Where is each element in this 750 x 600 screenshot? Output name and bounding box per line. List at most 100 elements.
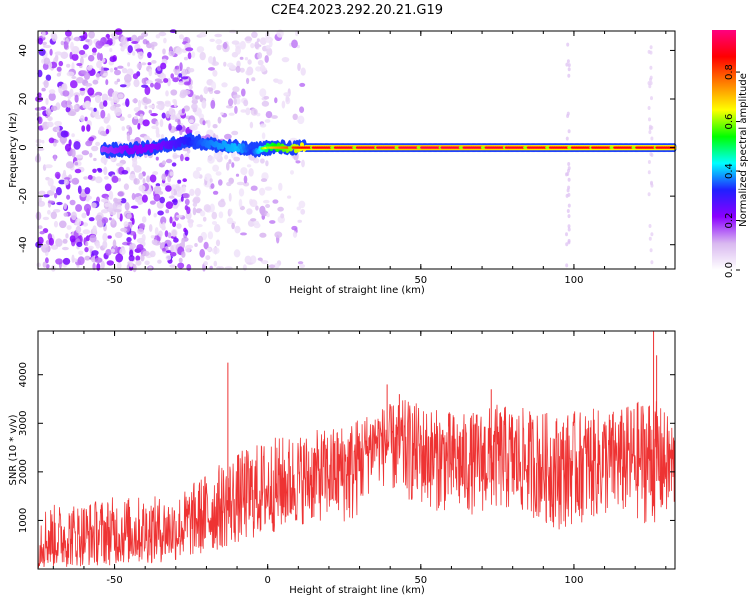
spectrogram-noise-cell: [160, 216, 167, 225]
spectrogram-noise-cell: [177, 119, 181, 126]
spectrogram-noise-cell: [209, 203, 215, 213]
spectrogram-noise-cell: [101, 209, 107, 214]
spectrogram-noise-cell: [177, 262, 185, 269]
spectrogram-noise-cell: [220, 112, 224, 116]
spectrogram-noise-cell: [84, 82, 93, 87]
spectrogram-noise-cell: [138, 223, 146, 229]
spectrogram-noise-cell: [214, 90, 221, 95]
snr-x-axis-label: Height of straight line (km): [289, 585, 425, 596]
spectrogram-noise-cell: [150, 82, 154, 88]
spectrogram-noise-cell: [66, 63, 71, 68]
spectrogram-noise-cell: [38, 37, 43, 45]
spectrogram-noise-cell: [649, 77, 652, 82]
spectrogram-noise-cell: [51, 32, 58, 42]
spectrogram-noise-cell: [141, 234, 146, 242]
spectrogram-noise-cell: [45, 108, 52, 116]
spectrogram-noise-cell: [196, 224, 203, 228]
spectrogram-noise-cell: [119, 116, 125, 121]
spectrogram-noise-cell: [208, 67, 215, 71]
spectrogram-noise-cell: [102, 72, 109, 77]
spectrogram-noise-cell: [650, 96, 653, 101]
spectrogram-noise-cell: [192, 207, 197, 216]
spectrogram-noise-cell: [69, 88, 74, 98]
spectrogram-noise-cell: [119, 247, 126, 256]
spectrogram-noise-cell: [226, 162, 230, 171]
colorbar-tick-label: 0.8: [724, 64, 735, 80]
spectrogram-noise-cell: [38, 196, 42, 203]
spectrogram-noise-cell: [111, 175, 119, 183]
spectrogram-noise-cell: [81, 125, 86, 132]
spectrogram-noise-cell: [63, 212, 69, 217]
snr-y-axis-label: SNR (10 * v/v): [8, 414, 19, 485]
spectrogram-noise-cell: [242, 264, 247, 271]
spectrogram-noise-cell: [228, 98, 234, 107]
spectrogram-noise-cell: [95, 73, 101, 78]
spectrogram-noise-cell: [56, 66, 62, 72]
spectrogram-noise-cell: [261, 260, 269, 265]
spectrogram-noise-cell: [191, 103, 198, 110]
spectrogram-noise-cell: [186, 264, 192, 271]
spectrogram-noise-cell: [53, 220, 59, 228]
spectrogram-noise-cell: [88, 30, 95, 39]
spectrogram-noise-cell: [108, 190, 114, 200]
spectrogram-noise-cell: [76, 77, 84, 84]
spectrogram-noise-cell: [171, 162, 177, 167]
spectrogram-noise-cell: [183, 56, 189, 61]
spectrogram-noise-cell: [565, 263, 569, 268]
spectrogram-noise-cell: [217, 116, 222, 124]
spectrogram-noise-cell: [285, 95, 290, 102]
spectrogram-noise-cell: [250, 43, 255, 49]
spectrogram-noise-cell: [256, 38, 260, 43]
spectrogram-noise-cell: [141, 216, 147, 223]
spectrogram-noise-cell: [36, 262, 41, 268]
spectrogram-noise-cell: [123, 183, 129, 190]
spectrogram-noise-cell: [199, 210, 206, 217]
spectrogram-noise-cell: [295, 160, 301, 164]
spectrogram-noise-cell: [94, 115, 102, 120]
spectrogram-noise-cell: [260, 158, 265, 164]
spectrogram-noise-cell: [102, 240, 108, 249]
spectrogram-noise-cell: [43, 44, 52, 49]
spectrogram-noise-cell: [239, 67, 245, 73]
spectrogram-noise-cell: [117, 191, 124, 197]
spectrogram-noise-cell: [159, 196, 165, 204]
spectrogram-noise-cell: [83, 203, 92, 213]
spectrogram-noise-cell: [151, 60, 157, 64]
spectrogram-noise-cell: [203, 261, 208, 266]
spectrogram-noise-cell: [253, 220, 260, 225]
spectrogram-noise-cell: [92, 79, 99, 85]
spectrogram-noise-cell: [205, 255, 211, 261]
spectrogram-noise-cell: [66, 99, 71, 108]
spectrogram-noise-cell: [170, 73, 174, 79]
spectrogram-noise-cell: [296, 206, 302, 211]
spectrogram-noise-cell: [218, 179, 223, 186]
spectrogram-noise-cell: [149, 250, 156, 258]
spectrogram-noise-cell: [111, 218, 115, 225]
spectrogram-noise-cell: [54, 120, 62, 127]
spectrogram-noise-cell: [104, 183, 112, 192]
spectrogram-noise-cell: [172, 99, 177, 104]
spectrogram-noise-cell: [271, 115, 278, 119]
spectrogram-noise-cell: [161, 112, 166, 119]
spectrogram-noise-cell: [41, 139, 45, 144]
spectrogram-noise-cell: [179, 34, 184, 40]
spectrogram-noise-cell: [240, 109, 247, 113]
spectrogram-noise-cell: [196, 46, 205, 53]
spectrogram-noise-cell: [155, 156, 159, 161]
spectrogram-noise-cell: [172, 154, 181, 158]
spectrogram-noise-cell: [647, 81, 651, 86]
spectrogram-noise-cell: [67, 111, 76, 116]
spectrogram-noise-cell: [141, 194, 148, 203]
spectrogram-noise-cell: [259, 88, 267, 97]
signal-body: [177, 142, 182, 148]
spectrogram-noise-cell: [66, 225, 72, 230]
spectrogram-noise-cell: [43, 57, 51, 65]
spectrogram-noise-cell: [158, 230, 163, 237]
figure-title: C2E4.2023.292.20.21.G19: [271, 3, 443, 18]
spectrogram-y-axis-label: Frequency (Hz): [8, 112, 19, 188]
spectrogram-noise-cell: [648, 84, 652, 89]
spectrogram-noise-cell: [71, 177, 80, 185]
spectrogram-noise-cell: [565, 193, 569, 198]
spectrogram-noise-cell: [160, 73, 166, 80]
spectrogram-noise-cell: [239, 56, 244, 60]
